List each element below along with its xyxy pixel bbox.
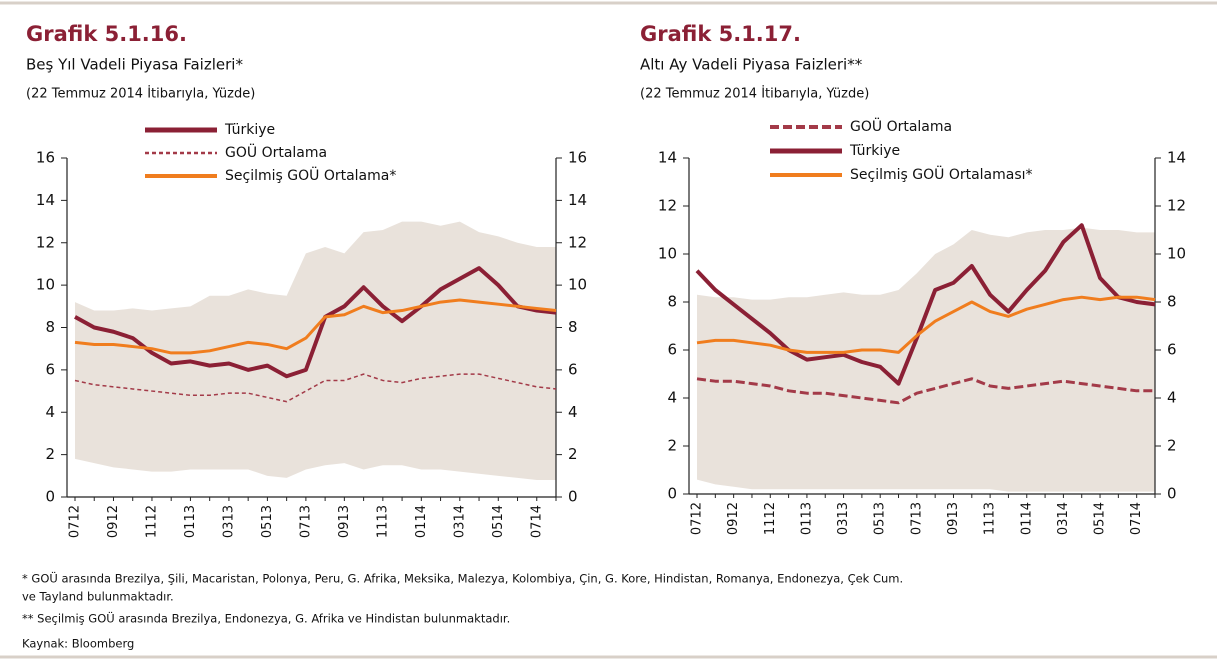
range-band — [697, 227, 1155, 492]
y2-tick-label: 8 — [1167, 293, 1177, 311]
x-tick-label: 0714 — [529, 505, 544, 538]
series-line — [74, 266, 557, 379]
y-tick-label: 10 — [658, 245, 677, 263]
y-tick-label: 4 — [667, 389, 677, 407]
legend-label: Seçilmiş GOÜ Ortalaması* — [850, 165, 1033, 183]
y2-tick-label: 0 — [568, 488, 578, 506]
x-tick-label: 1113 — [375, 505, 390, 538]
y-tick-label: 2 — [667, 437, 677, 455]
chart-note: (22 Temmuz 2014 İtibarıyla, Yüzde) — [640, 86, 869, 102]
legend-label: GOÜ Ortalama — [850, 117, 952, 135]
y2-tick-label: 8 — [568, 318, 578, 336]
y-tick-label: 14 — [36, 191, 55, 209]
x-tick-label: 0513 — [873, 502, 888, 535]
y-tick-label: 10 — [36, 276, 55, 294]
x-tick-label: 0514 — [1093, 502, 1108, 535]
y2-tick-label: 6 — [568, 360, 578, 378]
x-tick-label: 0912 — [106, 505, 121, 538]
y-tick-label: 6 — [45, 360, 55, 378]
y2-tick-label: 14 — [1167, 149, 1186, 167]
x-tick-label: 0114 — [414, 505, 429, 538]
y2-tick-label: 4 — [1167, 389, 1177, 407]
legend-label: Türkiye — [224, 122, 275, 138]
y2-tick-label: 10 — [1167, 245, 1186, 263]
y2-tick-label: 6 — [1167, 341, 1177, 359]
x-tick-label: 0913 — [946, 502, 961, 535]
footnote: Kaynak: Bloomberg — [22, 637, 134, 651]
legend-label: Seçilmiş GOÜ Ortalama* — [225, 166, 396, 184]
chart-note: (22 Temmuz 2014 İtibarıyla, Yüzde) — [26, 86, 255, 102]
y-tick-label: 14 — [658, 149, 677, 167]
chart-subtitle: Beş Yıl Vadeli Piyasa Faizleri* — [26, 56, 243, 74]
x-tick-label: 0713 — [909, 502, 924, 535]
x-tick-label: 0313 — [836, 502, 851, 535]
y2-tick-label: 2 — [1167, 437, 1177, 455]
y-tick-label: 2 — [45, 445, 55, 463]
y2-tick-label: 12 — [1167, 197, 1186, 215]
series-line — [74, 373, 557, 403]
y-tick-label: 0 — [667, 485, 677, 503]
x-tick-label: 0913 — [337, 505, 352, 538]
y2-tick-label: 0 — [1167, 485, 1177, 503]
x-tick-label: 0514 — [491, 505, 506, 538]
x-tick-label: 0114 — [1019, 502, 1034, 535]
y2-tick-label: 2 — [568, 445, 578, 463]
x-tick-label: 0314 — [452, 505, 467, 538]
y2-tick-label: 14 — [568, 191, 587, 209]
series-line — [696, 295, 1156, 354]
y2-tick-label: 4 — [568, 403, 578, 421]
x-tick-label: 0113 — [183, 505, 198, 538]
y-tick-label: 6 — [667, 341, 677, 359]
y-tick-label: 8 — [45, 318, 55, 336]
y2-tick-label: 12 — [568, 233, 587, 251]
footnote: * GOÜ arasında Brezilya, Şili, Macarista… — [22, 570, 903, 586]
x-tick-label: 0513 — [260, 505, 275, 538]
x-tick-label: 0713 — [298, 505, 313, 538]
legend-label: GOÜ Ortalama — [225, 143, 327, 161]
range-band — [75, 221, 556, 481]
x-tick-label: 0714 — [1129, 502, 1144, 535]
y-tick-label: 0 — [45, 488, 55, 506]
series-line — [74, 298, 557, 355]
x-tick-label: 0912 — [726, 502, 741, 535]
series-line — [695, 223, 1156, 386]
chart-title: Grafik 5.1.17. — [640, 22, 801, 46]
x-tick-label: 1113 — [983, 502, 998, 535]
y-tick-label: 4 — [45, 403, 55, 421]
footnote: ve Tayland bulunmaktadır. — [22, 590, 174, 604]
x-tick-label: 0113 — [799, 502, 814, 535]
x-tick-label: 0712 — [68, 505, 83, 538]
legend-label: Türkiye — [849, 143, 900, 159]
x-tick-label: 1112 — [144, 505, 159, 538]
x-tick-label: 1112 — [763, 502, 778, 535]
x-tick-label: 0313 — [221, 505, 236, 538]
chart-title: Grafik 5.1.16. — [26, 22, 187, 46]
footnote: ** Seçilmiş GOÜ arasında Brezilya, Endon… — [22, 610, 510, 626]
chart-subtitle: Altı Ay Vadeli Piyasa Faizleri** — [640, 56, 863, 74]
y-tick-label: 12 — [36, 233, 55, 251]
y2-tick-label: 16 — [568, 149, 587, 167]
y-tick-label: 8 — [667, 293, 677, 311]
y-tick-label: 12 — [658, 197, 677, 215]
x-tick-label: 0314 — [1056, 502, 1071, 535]
y2-tick-label: 10 — [568, 276, 587, 294]
x-tick-label: 0712 — [690, 502, 705, 535]
y-tick-label: 16 — [36, 149, 55, 167]
